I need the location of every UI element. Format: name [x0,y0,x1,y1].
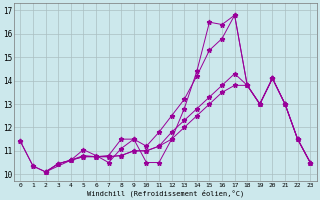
X-axis label: Windchill (Refroidissement éolien,°C): Windchill (Refroidissement éolien,°C) [87,189,244,197]
